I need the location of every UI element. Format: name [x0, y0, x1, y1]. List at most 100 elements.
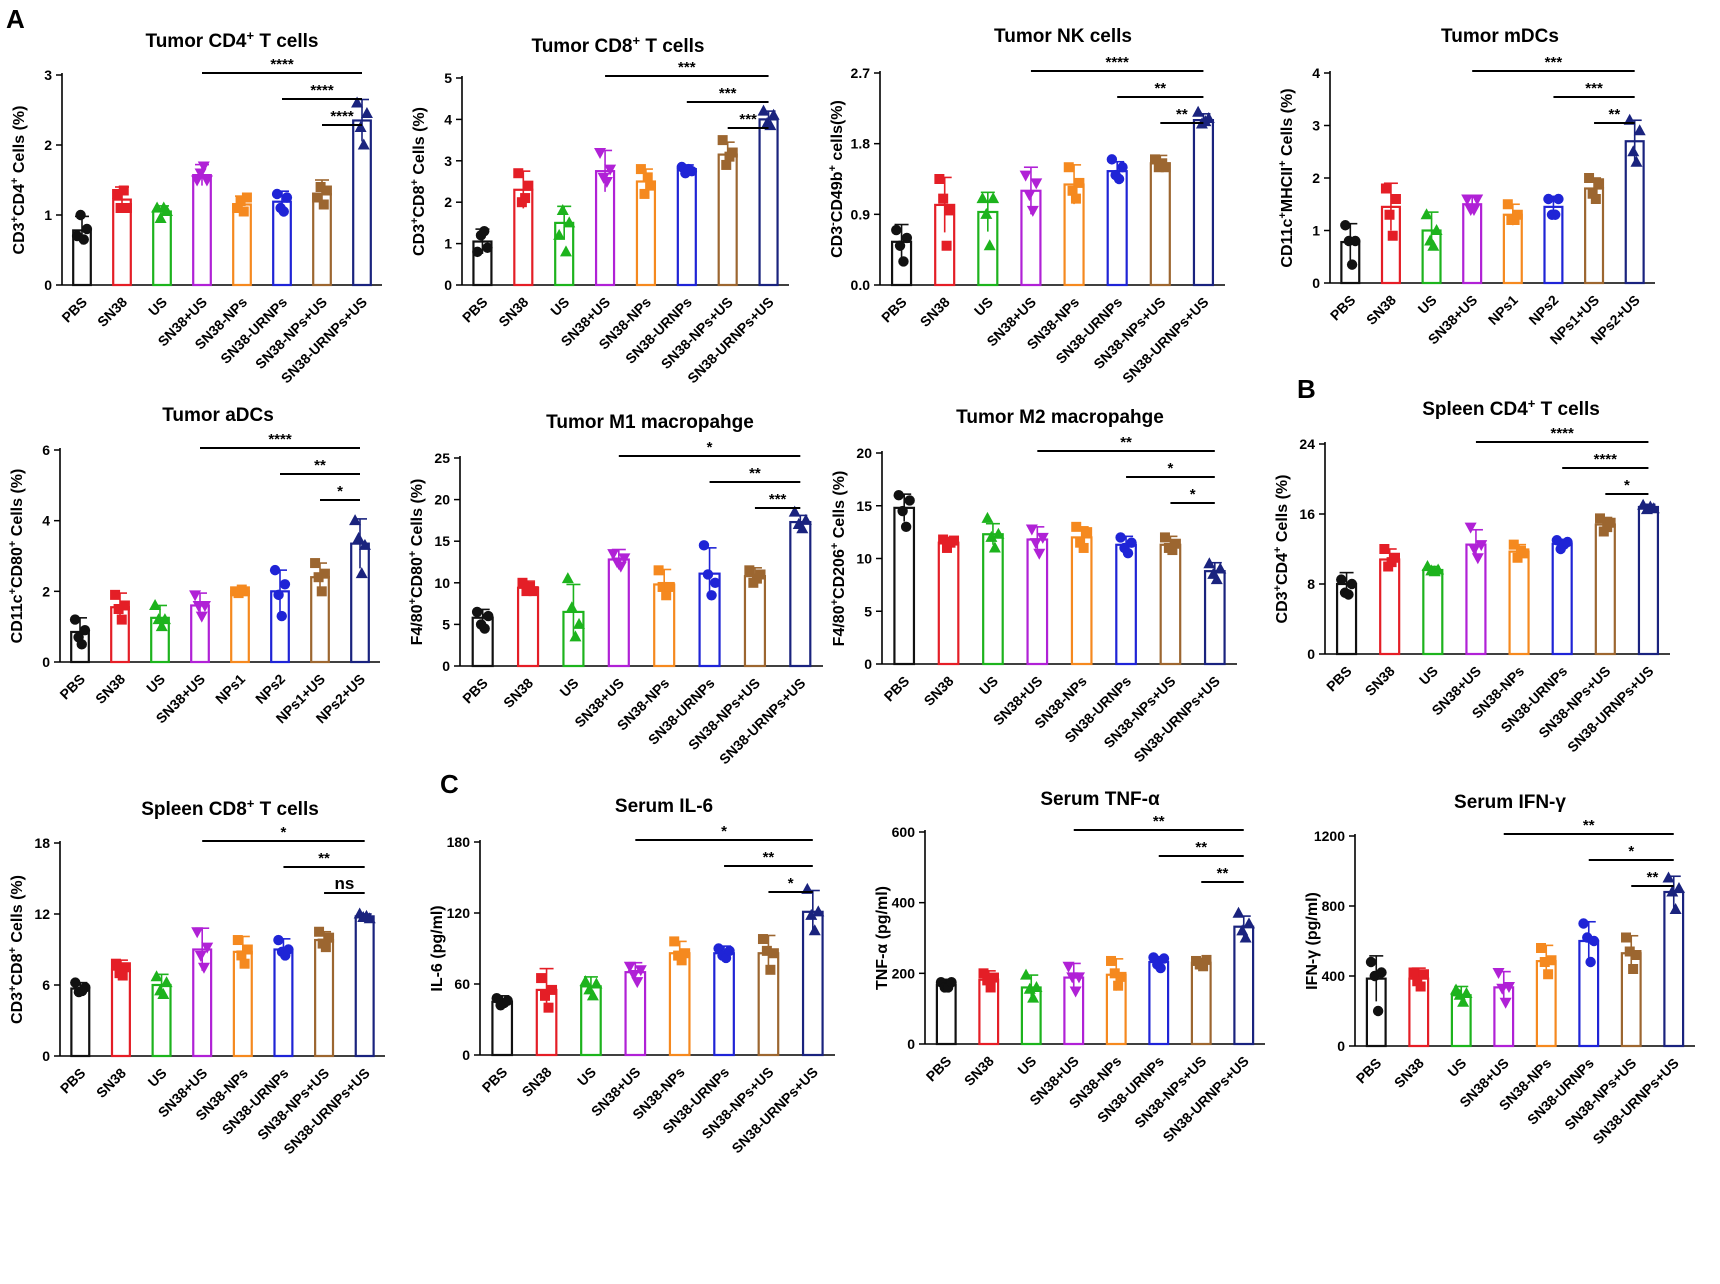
- y-axis-label-sup: +: [1277, 160, 1289, 166]
- data-point: [1471, 553, 1484, 565]
- y-axis-label-sup: +: [1272, 585, 1284, 591]
- data-point: [799, 513, 812, 525]
- data-point: [631, 977, 644, 989]
- data-point: [765, 964, 776, 975]
- chart-title-main: Tumor NK cells: [994, 26, 1132, 47]
- data-point: [1628, 964, 1639, 974]
- significance-label: *: [281, 824, 287, 841]
- data-point: [479, 623, 490, 634]
- chart-title: Tumor M1 macropahge: [546, 412, 754, 433]
- data-point: [241, 192, 252, 203]
- data-point: [1202, 112, 1215, 124]
- data-point: [992, 527, 1005, 539]
- data-point: [1336, 574, 1347, 585]
- x-tick-label: US: [145, 1065, 170, 1090]
- y-tick-label: 2: [1312, 170, 1320, 186]
- data-point: [1631, 950, 1642, 960]
- data-point: [1023, 190, 1036, 202]
- x-tick-label: SN38: [921, 673, 957, 709]
- bar: [982, 533, 1004, 666]
- data-point: [1070, 193, 1081, 204]
- data-point: [680, 948, 691, 959]
- data-point: [1160, 162, 1171, 173]
- y-axis-label-sup: +: [409, 218, 421, 224]
- data-point: [319, 568, 330, 579]
- data-point: [1117, 162, 1128, 173]
- chart-title: Spleen CD8+ T cells: [141, 796, 319, 820]
- data-point: [316, 586, 327, 597]
- data-point: [1343, 589, 1354, 600]
- data-point: [1340, 220, 1351, 231]
- data-point: [273, 934, 284, 946]
- data-point: [1115, 532, 1126, 543]
- data-point: [1372, 1005, 1384, 1017]
- y-axis-label: CD3+CD4+ Cells (%): [9, 106, 28, 255]
- chart-title-main: Spleen CD4: [1422, 399, 1528, 420]
- y-axis-label: F4/80+CD206+ Cells (%): [829, 471, 848, 647]
- data-point: [363, 912, 376, 924]
- significance-label: ***: [678, 59, 696, 76]
- y-axis-label-part: Cells (%): [11, 106, 28, 178]
- data-point: [635, 164, 646, 175]
- data-point: [559, 245, 572, 257]
- data-point: [727, 147, 738, 158]
- significance-label: **: [1583, 817, 1595, 834]
- data-point: [590, 977, 603, 989]
- data-point: [1584, 173, 1595, 183]
- bar: [624, 971, 647, 1057]
- data-point: [120, 962, 131, 973]
- significance-label: **: [318, 850, 330, 867]
- y-tick-label: 12: [34, 906, 50, 922]
- x-tick-label: US: [1415, 292, 1440, 317]
- data-point: [1170, 538, 1181, 549]
- bar: [1422, 568, 1444, 656]
- data-point: [1457, 995, 1470, 1007]
- y-tick-label: 0: [42, 1048, 50, 1064]
- chart-title-main: Tumor CD8: [532, 36, 633, 57]
- y-axis-label-part: IFN-γ (pg/ml): [1304, 892, 1321, 990]
- x-tick-label: PBS: [57, 1065, 89, 1097]
- data-point: [355, 567, 368, 579]
- data-point: [614, 561, 627, 573]
- x-tick-label: NPs1: [1485, 292, 1521, 328]
- y-tick-label: 800: [1322, 898, 1346, 914]
- bar: [668, 952, 691, 1057]
- data-point: [276, 610, 287, 622]
- data-point: [669, 936, 680, 947]
- data-point: [318, 199, 329, 210]
- data-point: [543, 1002, 554, 1013]
- data-point: [1126, 537, 1137, 548]
- data-point: [201, 942, 214, 954]
- x-tick-label: NPs1: [212, 671, 248, 707]
- data-point: [1543, 193, 1554, 205]
- data-point: [1475, 540, 1488, 552]
- data-point: [1512, 552, 1523, 563]
- x-tick-label: PBS: [58, 294, 90, 326]
- data-point: [1062, 961, 1075, 973]
- chart-title: Tumor M2 macropahge: [956, 407, 1164, 428]
- data-point: [1033, 548, 1046, 560]
- data-point: [1214, 562, 1227, 574]
- x-tick-label: PBS: [459, 294, 491, 326]
- data-point: [1605, 517, 1616, 528]
- significance-label: ***: [1545, 54, 1563, 71]
- data-point: [639, 188, 650, 199]
- data-point: [540, 990, 551, 1001]
- data-point: [767, 108, 780, 120]
- data-point: [901, 232, 913, 244]
- data-point: [232, 935, 243, 946]
- data-point: [721, 159, 732, 170]
- y-tick-label: 1: [44, 207, 52, 223]
- chart-title-main: Serum TNF-α: [1040, 789, 1160, 810]
- data-point: [757, 104, 770, 116]
- data-point: [112, 189, 123, 199]
- data-point: [706, 590, 717, 601]
- data-point: [934, 174, 945, 184]
- chart-title-main: Serum IL-6: [615, 796, 713, 817]
- y-tick-label: 24: [1299, 436, 1315, 452]
- y-axis-label-sup: +: [1272, 547, 1284, 553]
- data-point: [313, 572, 324, 583]
- data-point: [1588, 935, 1600, 947]
- x-tick-label: US: [145, 294, 170, 319]
